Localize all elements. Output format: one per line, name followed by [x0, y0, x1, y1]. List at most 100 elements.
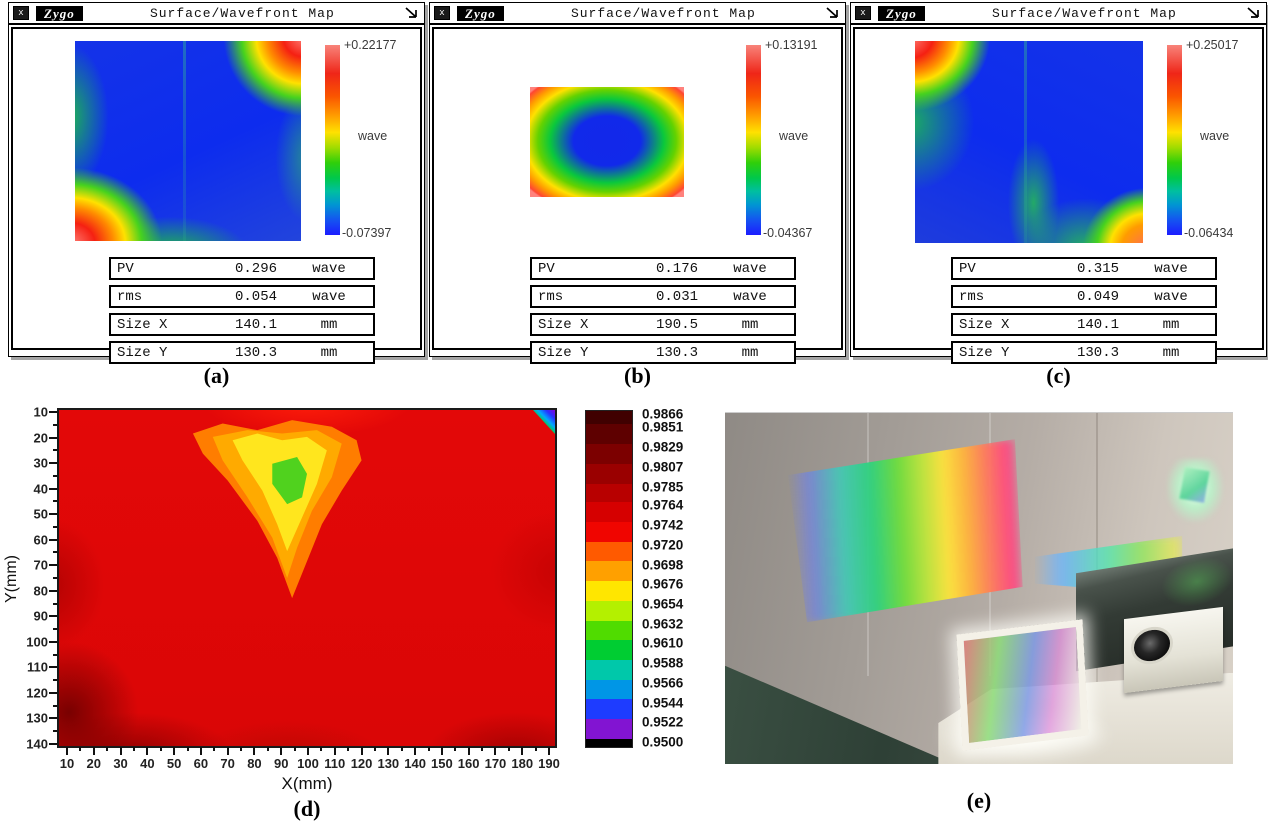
x-tick-label: 120	[350, 756, 373, 771]
x-minor-tick	[186, 747, 189, 751]
wavefront-map	[75, 41, 301, 241]
x-tick-label: 70	[220, 756, 235, 771]
subfigure-caption-a: (a)	[203, 363, 230, 388]
contour-plot	[57, 408, 557, 748]
colorbar-band	[586, 561, 632, 582]
y-minor-tick	[53, 551, 57, 554]
stat-name: Size Y	[538, 344, 589, 361]
floor	[725, 665, 954, 764]
colorbar-band	[586, 581, 632, 601]
x-tick-mark	[253, 747, 256, 755]
y-minor-tick	[53, 704, 57, 707]
x-tick-mark	[119, 747, 122, 755]
x-tick-label: 20	[86, 756, 101, 771]
x-tick-label: 130	[377, 756, 400, 771]
y-tick-label: 10	[33, 404, 48, 420]
x-minor-tick	[373, 747, 376, 751]
colorbar-label: 0.9785	[642, 479, 684, 495]
stat-name: Size X	[959, 316, 1010, 333]
x-tick-mark	[199, 747, 202, 755]
window-menu-icon[interactable]: x	[855, 6, 871, 20]
stat-value: 0.176	[655, 260, 698, 277]
y-tick-label: 70	[33, 557, 48, 573]
y-tick-label: 140	[26, 736, 48, 752]
x-tick-label: 50	[166, 756, 182, 771]
y-tick-label: 110	[27, 659, 48, 675]
stat-unit: mm	[1162, 316, 1180, 333]
y-tick-mark	[49, 666, 57, 669]
stat-name: rms	[959, 288, 985, 305]
stat-unit: wave	[1154, 260, 1188, 277]
zygo-logo: Zygo	[878, 5, 925, 21]
colorbar-band	[586, 411, 632, 425]
x-tick-label: 140	[404, 756, 426, 771]
stat-value: 140.1	[1076, 316, 1119, 333]
x-minor-tick	[293, 747, 296, 751]
x-tick-mark	[440, 747, 443, 755]
stat-row-size-x: Size X 140.1 mm	[109, 313, 375, 336]
title-bar: x Zygo Surface/Wavefront Map	[430, 3, 845, 25]
stat-name: Size Y	[117, 344, 168, 361]
stat-row-size-x: Size X 140.1 mm	[951, 313, 1217, 336]
stat-unit: mm	[741, 344, 759, 361]
x-minor-tick	[534, 747, 537, 751]
title-bar: x Zygo Surface/Wavefront Map	[851, 3, 1266, 25]
stats-table: PV 0.176 wave rms 0.031 wave Size X 190.…	[530, 257, 796, 369]
colorbar-label: 0.9807	[642, 459, 684, 475]
stat-name: PV	[538, 260, 555, 277]
x-tick-label: 100	[297, 756, 319, 771]
colorbar-unit-label: wave	[1200, 129, 1230, 143]
subfigure-caption-b: (b)	[624, 363, 651, 388]
y-tick-label: 20	[33, 430, 48, 446]
corner-arrow-icon[interactable]	[1244, 6, 1262, 21]
x-minor-tick	[427, 747, 430, 751]
stat-value: 0.315	[1076, 260, 1119, 277]
window-menu-icon[interactable]: x	[434, 6, 450, 20]
corner-arrow-icon[interactable]	[823, 6, 841, 21]
corner-anomaly	[533, 410, 555, 434]
stat-row-size-x: Size X 190.5 mm	[530, 313, 796, 336]
y-tick-label: 80	[33, 583, 48, 599]
colorbar-label: 0.9829	[642, 439, 684, 455]
contour-colorbar-labels: 0.9866 0.9851 0.9829 0.9807 0.9785 0.9764 0.97…	[642, 407, 702, 750]
x-minor-tick	[266, 747, 269, 751]
y-tick-label: 50	[33, 506, 48, 522]
colorbar-band	[586, 620, 632, 641]
x-minor-tick	[159, 747, 162, 751]
colorbar-band	[586, 659, 632, 680]
x-tick-mark	[387, 747, 390, 755]
stats-table: PV 0.296 wave rms 0.054 wave Size X 140.…	[109, 257, 375, 369]
colorbar-label: 0.9851	[642, 419, 684, 435]
colorbar-unit-label: wave	[358, 129, 388, 143]
window-menu-icon[interactable]: x	[13, 6, 29, 20]
stat-row-size-y: Size Y 130.3 mm	[109, 341, 375, 364]
x-minor-tick	[79, 747, 82, 751]
x-tick-mark	[280, 747, 283, 755]
colorbar-label: 0.9588	[642, 655, 684, 671]
corner-arrow-icon[interactable]	[402, 6, 420, 21]
stat-value: 0.054	[234, 288, 277, 305]
y-tick-label: 40	[33, 481, 48, 497]
x-tick-label: 40	[140, 756, 155, 771]
stat-value: 140.1	[234, 316, 277, 333]
y-tick-marks	[49, 410, 57, 746]
y-minor-tick	[53, 679, 57, 682]
y-minor-tick	[53, 653, 57, 656]
colorbar-label: 0.9676	[642, 576, 684, 592]
y-minor-tick	[53, 474, 57, 477]
y-tick-label: 90	[33, 608, 48, 624]
y-minor-tick	[53, 500, 57, 503]
window-title: Surface/Wavefront Map	[991, 5, 1177, 21]
colorbar-label: 0.9544	[642, 695, 684, 711]
stat-name: Size Y	[959, 344, 1010, 361]
contour-panel: Y(mm) 10 20 30 40 50 60 70 80 90 100 110 120 130 140 …	[0, 398, 712, 838]
x-tick-mark	[307, 747, 309, 755]
y-tick-labels: 10 20 30 40 50 60 70 80 90 100 110 120 130 140	[16, 405, 48, 752]
stat-name: PV	[959, 260, 976, 277]
x-tick-mark	[226, 747, 229, 755]
setup-photo	[725, 412, 1233, 764]
x-tick-mark	[548, 747, 550, 755]
stat-value: 190.5	[655, 316, 698, 333]
x-minor-tick	[347, 747, 350, 751]
x-tick-mark	[173, 747, 176, 755]
